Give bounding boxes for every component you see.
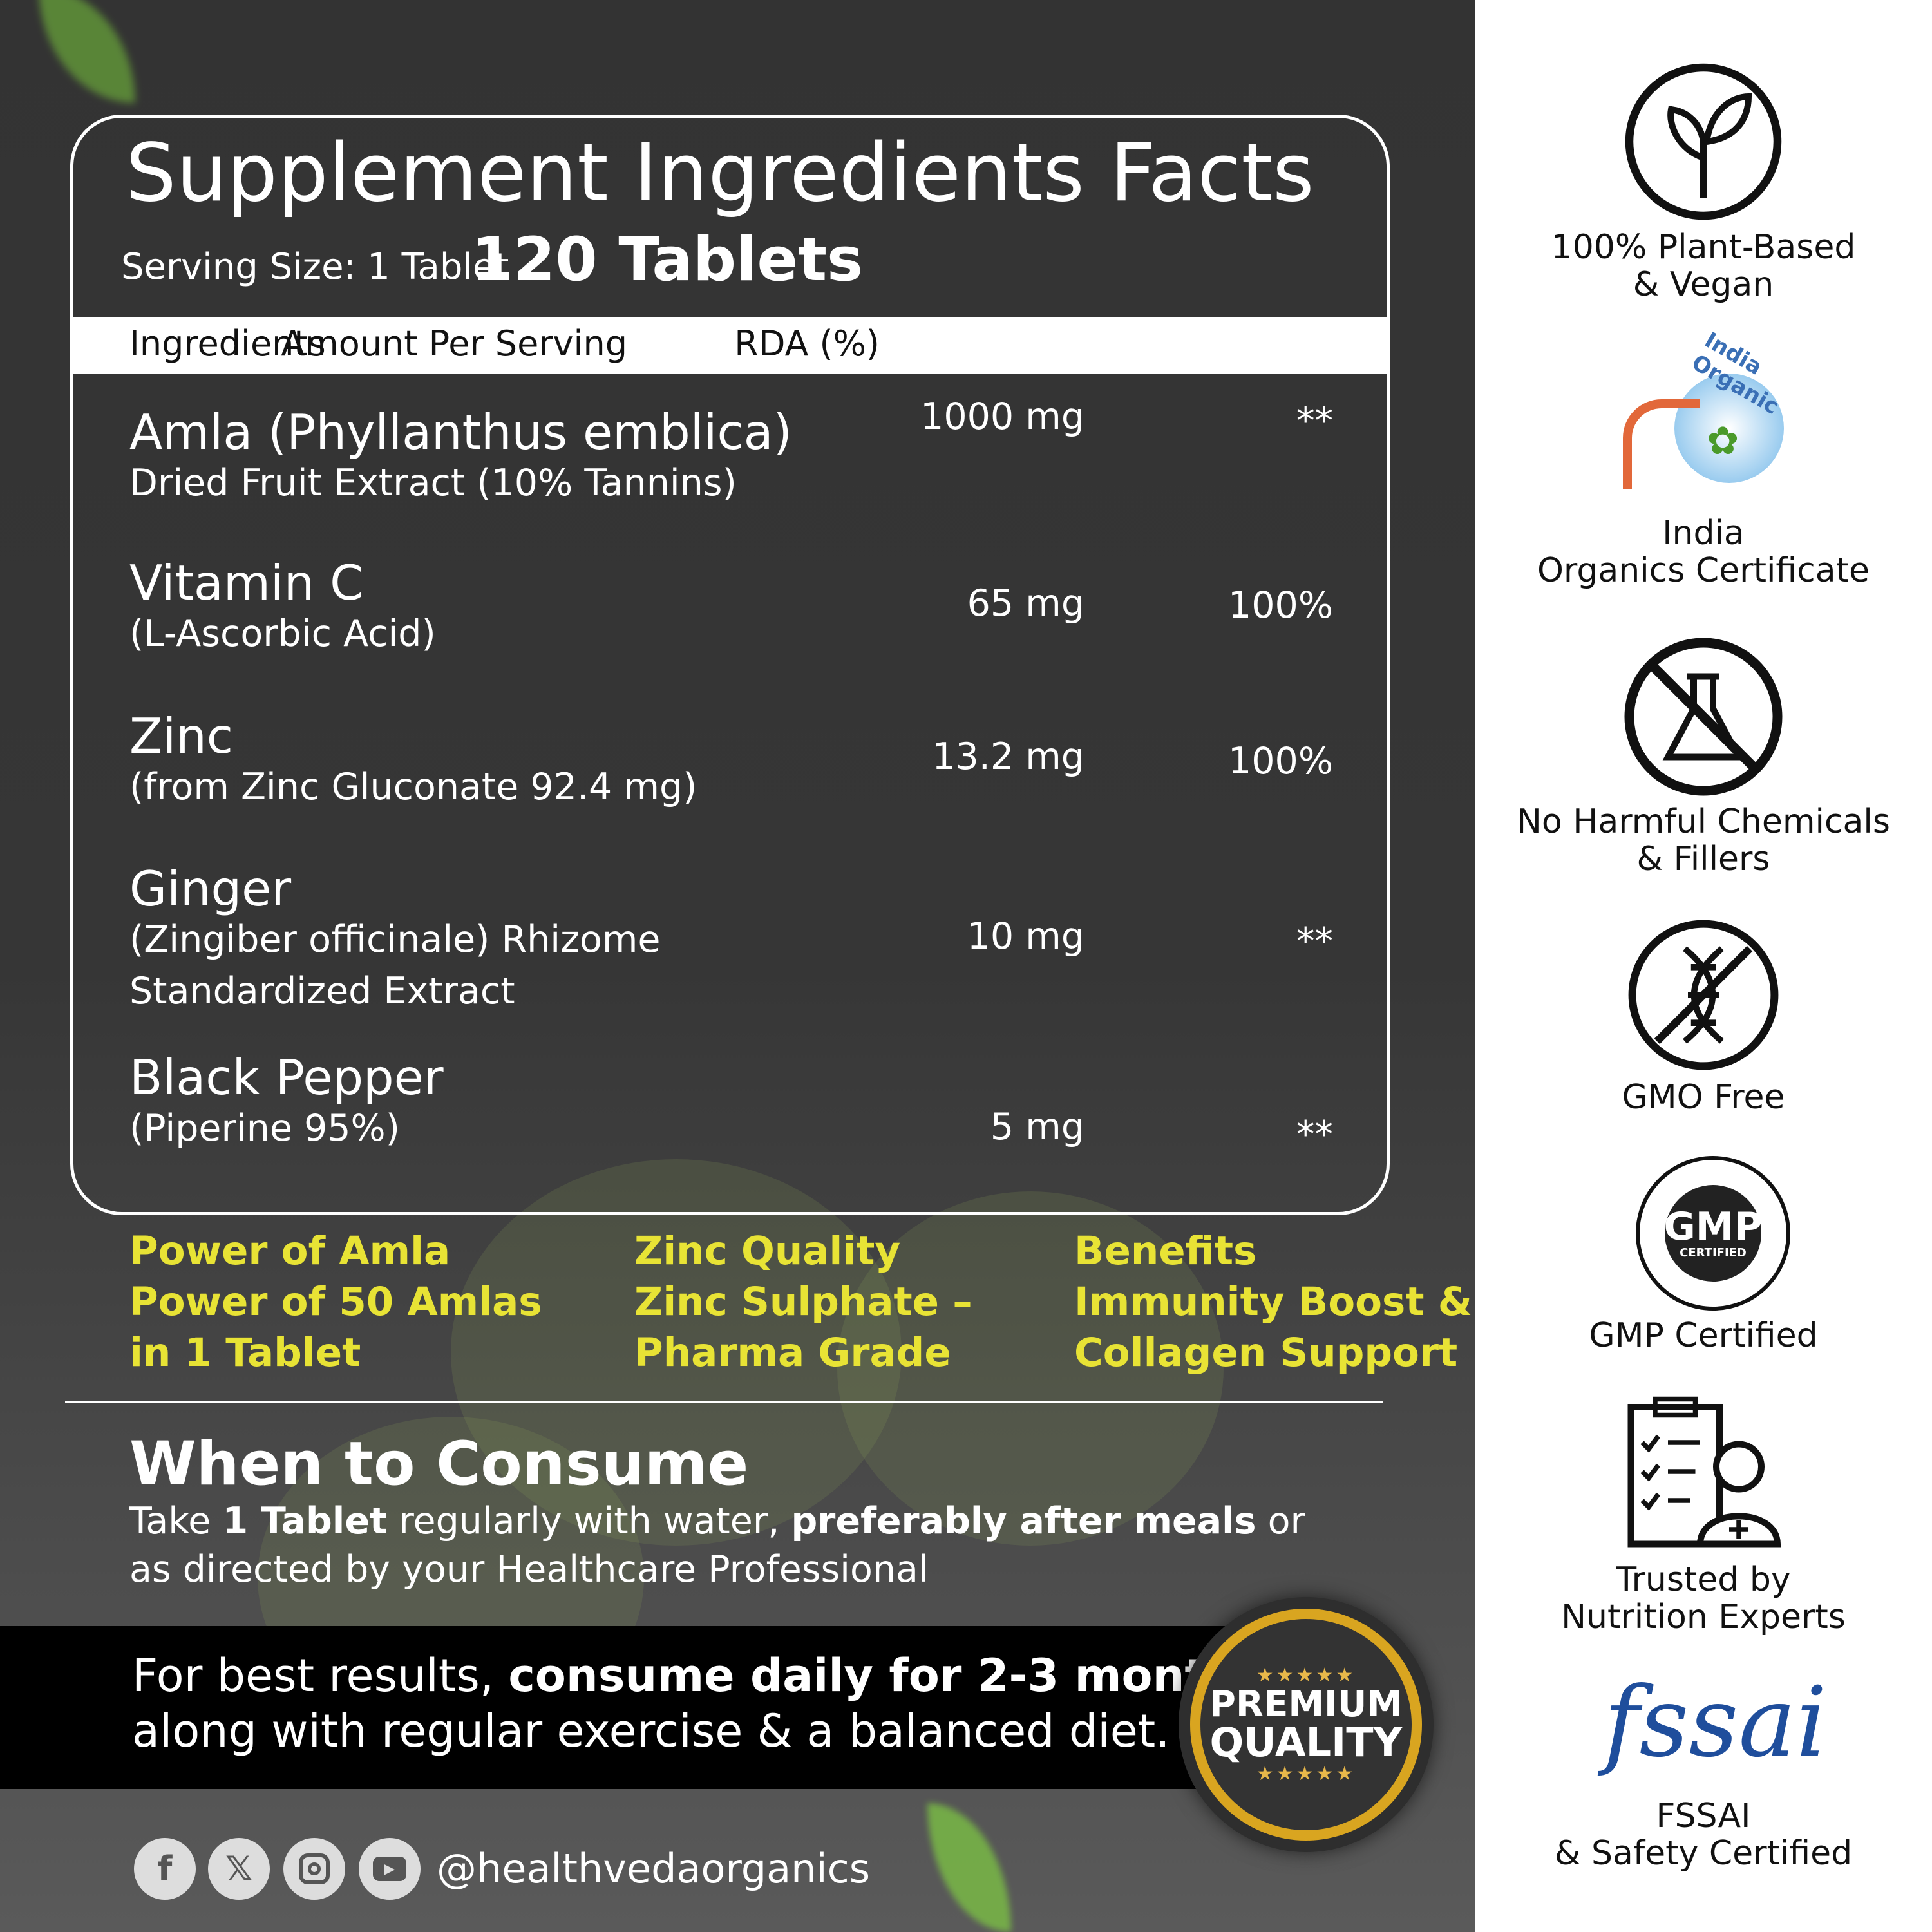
cert-label: GMO Free (1622, 1078, 1785, 1117)
text: consume daily for 2-3 months (508, 1649, 1265, 1702)
leaf-decoration (39, 0, 135, 103)
stars: ★★★★★ (1256, 1763, 1356, 1785)
feature-text: Collagen Support (1074, 1330, 1458, 1376)
cert-label: & Fillers (1636, 840, 1770, 878)
consume-line-1: Take 1 Tablet regularly with water, pref… (129, 1500, 1305, 1543)
text: For best results, (132, 1649, 509, 1702)
feature-text: Immunity Boost & (1074, 1279, 1472, 1325)
amla-fruit-bg (837, 1191, 1224, 1546)
cert-label: No Harmful Chemicals (1517, 802, 1890, 841)
gmp-seal: GMP CERTIFIED (1636, 1156, 1790, 1311)
cert-label: Nutrition Experts (1561, 1598, 1846, 1636)
feature-text: Zinc Sulphate – (634, 1279, 972, 1325)
band-line-2: along with regular exercise & a balanced… (132, 1705, 1170, 1757)
cert-label: & Vegan (1633, 265, 1774, 304)
badge-line-1: PREMIUM (1209, 1683, 1403, 1725)
nutrition-expert-icon (1627, 1396, 1781, 1548)
divider (65, 1401, 1383, 1403)
ingredient-amount: 10 mg (967, 915, 1084, 958)
cert-label: GMP Certified (1589, 1316, 1818, 1355)
table-header (72, 317, 1388, 374)
cert-label: Trusted by (1616, 1560, 1791, 1599)
plant-icon (1625, 63, 1782, 220)
text: or (1256, 1500, 1305, 1542)
ingredient-name: Zinc (129, 708, 233, 764)
band-line-1: For best results, consume daily for 2-3 … (132, 1650, 1265, 1702)
logo-text: fssai (1604, 1667, 1827, 1779)
consume-line-2: as directed by your Healthcare Professio… (129, 1548, 929, 1591)
leaf-decoration (927, 1803, 1011, 1932)
consume-title: When to Consume (129, 1429, 749, 1499)
cert-label: 100% Plant-Based (1551, 228, 1856, 267)
feature-text: Power of Amla (129, 1228, 451, 1274)
ingredient-rda: 100% (1228, 740, 1333, 782)
feature-text: Benefits (1074, 1228, 1257, 1274)
header-amount: Amount Per Serving (281, 323, 627, 364)
text: Take (129, 1500, 223, 1542)
badge-line-2: QUALITY (1209, 1719, 1403, 1766)
header-ingredients: Ingredients (129, 323, 326, 364)
ingredient-detail: Standardized Extract (129, 970, 515, 1012)
ingredient-name: Ginger (129, 860, 292, 917)
ingredient-amount: 13.2 mg (932, 735, 1084, 778)
no-chemicals-icon (1624, 638, 1783, 796)
youtube-icon[interactable]: ▶ (359, 1838, 421, 1900)
social-handle[interactable]: @healthvedaorganics (437, 1845, 871, 1892)
facts-panel: Supplement Ingredients Facts Serving Siz… (0, 0, 1475, 1932)
ingredient-detail: Dried Fruit Extract (10% Tannins) (129, 462, 737, 504)
cert-label: India (1662, 514, 1745, 553)
ingredient-rda: ** (1296, 400, 1333, 442)
text: 1 Tablet (222, 1500, 388, 1542)
no-gmo-icon (1628, 920, 1779, 1070)
ingredient-name: Black Pepper (129, 1049, 444, 1106)
india-organic-logo: India Organic ✿ (1623, 327, 1784, 509)
instagram-icon[interactable] (283, 1838, 345, 1900)
ingredient-detail: (L-Ascorbic Acid) (129, 612, 436, 655)
ingredient-detail: (Piperine 95%) (129, 1107, 400, 1150)
ingredient-amount: 65 mg (967, 582, 1084, 625)
cert-label: FSSAI (1656, 1797, 1751, 1835)
ingredient-amount: 5 mg (990, 1106, 1084, 1148)
ingredient-rda: ** (1296, 1113, 1333, 1156)
cert-label: Organics Certificate (1537, 551, 1870, 590)
cert-label: & Safety Certified (1554, 1834, 1853, 1873)
x-icon[interactable]: 𝕏 (208, 1838, 270, 1900)
certifications-panel: India Organic ✿ GMP CERTIFIED fssai 100% … (1475, 0, 1932, 1932)
ingredient-detail: (Zingiber officinale) Rhizome (129, 918, 661, 961)
feature-text: Zinc Quality (634, 1228, 901, 1274)
feature-text: in 1 Tablet (129, 1330, 361, 1376)
tablet-count: 120 Tablets (471, 225, 863, 295)
facts-card (70, 115, 1390, 1215)
ingredient-name: Amla (Phyllanthus emblica) (129, 404, 792, 460)
premium-badge: ★★★★★ PREMIUM QUALITY ★★★★★ (1179, 1597, 1434, 1852)
facebook-icon[interactable]: f (134, 1838, 196, 1900)
feature-text: Pharma Grade (634, 1330, 951, 1376)
text: regularly with water, (387, 1500, 791, 1542)
ingredient-rda: ** (1296, 920, 1333, 963)
ingredient-name: Vitamin C (129, 554, 364, 611)
feature-text: Power of 50 Amlas (129, 1279, 542, 1325)
ingredient-detail: (from Zinc Gluconate 92.4 mg) (129, 766, 697, 808)
amla-fruit-bg (451, 1159, 902, 1546)
header-rda: RDA (%) (734, 323, 880, 364)
ingredient-rda: 100% (1228, 584, 1333, 627)
facts-title: Supplement Ingredients Facts (126, 127, 1314, 220)
results-band (0, 1626, 1256, 1789)
serving-size: Serving Size: 1 Tablet (121, 246, 509, 288)
text: preferably after meals (791, 1500, 1256, 1542)
fssai-logo: fssai (1604, 1674, 1827, 1771)
stars: ★★★★★ (1256, 1664, 1356, 1687)
ingredient-amount: 1000 mg (920, 395, 1084, 438)
